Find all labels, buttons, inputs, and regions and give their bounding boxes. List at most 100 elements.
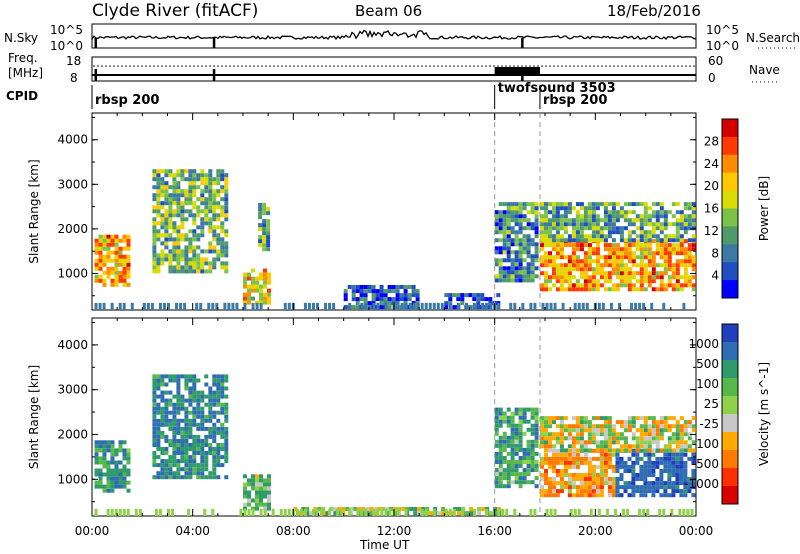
heat-cell [544,238,548,243]
heat-cell [675,234,680,239]
heat-cell [643,214,648,219]
heat-cell [548,238,552,243]
heat-cell [615,283,620,288]
heat-cell [591,473,596,477]
heat-cell [192,265,197,270]
heat-cell [488,297,493,302]
heat-cell [216,390,221,395]
heat-cell [575,226,580,231]
heat-cell [530,258,535,263]
heat-cell [262,211,267,216]
heat-cell [567,202,572,207]
heat-cell [369,507,374,511]
heat-cell [559,436,564,441]
heat-cell [506,274,511,279]
heat-cell [691,247,696,252]
heat-cell [164,463,169,468]
heat-cell [192,451,197,455]
heat-cell [168,261,173,266]
heat-cell [172,185,177,190]
heat-cell [682,508,686,516]
heat-cell [110,476,115,481]
heat-cell [212,410,217,415]
heat-cell [204,209,209,214]
heat-cell [544,259,548,264]
heat-cell [152,221,157,226]
nave-dot [405,65,407,67]
heat-cell [655,263,660,268]
heat-cell [156,475,161,480]
heat-cell [168,475,173,480]
heat-cell [494,451,499,456]
heat-cell [204,414,209,419]
heat-cell [255,284,259,289]
noise-trace [91,29,697,48]
heat-cell [627,230,632,235]
heat-cell [305,511,310,516]
heat-cell [544,424,548,429]
heat-cell [160,249,165,254]
heat-cell [615,464,620,469]
heat-cell [305,507,310,511]
heat-cell [530,427,535,432]
nave-dot [449,65,451,67]
heat-cell [336,508,340,516]
heat-cell [599,416,604,421]
heat-cell [122,464,127,469]
heat-cell [168,217,173,222]
heat-cell [647,243,652,248]
heat-cell [498,484,503,489]
heat-cell [631,448,636,453]
heat-cell [646,508,650,516]
heat-cell [595,214,600,219]
heat-cell [259,502,263,507]
heat-cell [607,210,612,215]
heat-cell [643,287,648,292]
heat-cell [683,226,688,231]
heat-cell [587,469,592,473]
heat-cell [587,440,592,445]
colorbar-swatch [722,244,738,263]
heat-cell [623,448,628,453]
heat-cell [399,285,404,289]
heat-cell [263,268,267,273]
heat-cell [180,269,185,274]
heat-cell [498,415,503,420]
x-tick-label: 12:00 [377,524,412,538]
heat-cell [506,435,511,440]
heat-cell [498,464,503,468]
heat-cell [585,302,589,310]
heat-cell [262,223,267,228]
heat-cell [603,214,608,219]
heat-cell [255,502,259,507]
heat-cell [444,301,449,306]
nave-dot [165,65,167,67]
heat-cell [552,469,556,473]
nave-dot [285,65,287,67]
heat-cell [635,460,640,465]
heat-cell [534,250,539,255]
heat-cell [627,481,632,486]
heat-cell [631,477,636,481]
heat-cell [526,250,531,255]
heat-cell [675,238,680,243]
nave-dot [621,65,623,67]
heat-cell [494,226,499,231]
heat-cell [420,302,424,310]
heat-cell [599,275,604,280]
heat-cell [494,274,499,279]
heat-cell [647,428,652,433]
heat-cell [196,173,201,178]
heat-cell [160,217,165,222]
heat-cell [647,283,652,288]
heat-cell [595,234,600,239]
heat-cell [555,218,560,223]
heat-cell [208,451,213,455]
heat-cell [631,210,636,215]
heat-cell [176,463,181,468]
heat-cell [106,484,111,489]
heat-cell [567,485,572,490]
heat-cell [552,436,556,441]
heat-cell [559,448,564,453]
heat-cell [267,482,271,487]
